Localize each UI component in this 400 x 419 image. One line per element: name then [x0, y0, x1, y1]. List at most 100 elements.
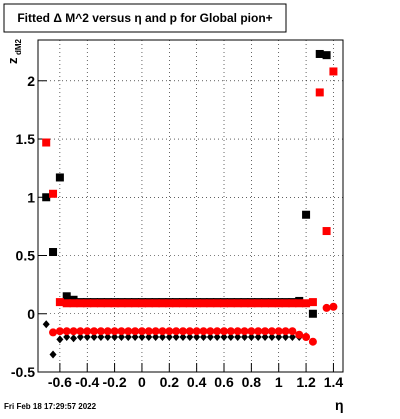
y-tick-label: -0.5	[11, 364, 35, 380]
marker	[254, 333, 262, 342]
marker	[90, 327, 99, 336]
marker	[227, 333, 235, 342]
marker	[103, 327, 112, 336]
marker	[83, 299, 92, 308]
marker	[76, 333, 84, 342]
marker	[138, 333, 146, 342]
y-tick-label: 0	[27, 306, 35, 322]
marker	[55, 327, 64, 336]
y-axis-label: z dM2	[5, 38, 23, 64]
marker	[137, 299, 146, 308]
marker	[213, 327, 222, 336]
marker	[267, 299, 276, 308]
marker	[322, 227, 331, 236]
marker	[90, 299, 99, 308]
marker	[165, 327, 174, 336]
marker	[117, 327, 126, 336]
marker	[111, 333, 119, 342]
marker	[192, 299, 201, 308]
x-tick-label: 0.6	[214, 374, 234, 390]
marker	[124, 333, 132, 342]
marker	[261, 299, 270, 308]
marker	[62, 299, 71, 308]
marker	[151, 299, 160, 308]
marker	[206, 327, 215, 336]
y-tick-label: 2	[27, 73, 35, 89]
marker	[247, 327, 256, 336]
marker	[178, 327, 187, 336]
marker	[288, 327, 297, 336]
marker	[49, 328, 58, 337]
marker	[83, 333, 91, 342]
marker	[110, 299, 119, 308]
marker	[322, 51, 331, 60]
marker	[254, 299, 263, 308]
marker	[302, 210, 311, 219]
x-tick-label: 0.2	[160, 374, 180, 390]
marker	[42, 320, 50, 329]
marker	[76, 327, 85, 336]
x-axis-label: η	[335, 397, 344, 413]
marker	[42, 138, 51, 147]
marker	[178, 299, 187, 308]
marker	[220, 333, 228, 342]
marker	[186, 333, 194, 342]
marker	[103, 299, 112, 308]
marker	[131, 333, 139, 342]
marker	[267, 327, 276, 336]
marker	[117, 333, 125, 342]
marker	[158, 299, 167, 308]
marker	[274, 299, 283, 308]
marker	[97, 333, 105, 342]
marker	[213, 299, 222, 308]
marker	[261, 333, 269, 342]
marker	[220, 327, 229, 336]
marker	[69, 327, 78, 336]
marker	[63, 333, 71, 342]
marker	[131, 299, 140, 308]
marker	[152, 333, 160, 342]
marker	[281, 299, 290, 308]
marker	[261, 327, 270, 336]
marker	[268, 333, 276, 342]
y-tick-label: 1	[27, 189, 35, 205]
marker	[241, 333, 249, 342]
marker	[274, 327, 283, 336]
marker	[145, 333, 153, 342]
x-tick-label: -0.6	[48, 374, 72, 390]
x-tick-label: 1.2	[296, 374, 316, 390]
marker	[240, 327, 249, 336]
plot-frame	[37, 39, 344, 373]
title-box	[3, 3, 287, 33]
marker	[185, 299, 194, 308]
y-label-sub: dM2	[14, 38, 23, 55]
marker	[288, 333, 296, 342]
marker	[226, 299, 235, 308]
marker	[151, 327, 160, 336]
marker	[234, 333, 242, 342]
marker	[49, 248, 58, 257]
marker	[295, 299, 304, 308]
marker	[56, 335, 64, 344]
x-tick-label: -0.4	[75, 374, 99, 390]
marker	[117, 299, 126, 308]
marker	[96, 327, 105, 336]
marker	[308, 298, 317, 307]
x-tick-label: -0.2	[103, 374, 127, 390]
marker	[206, 299, 215, 308]
marker	[206, 333, 214, 342]
marker	[199, 327, 208, 336]
marker	[49, 350, 57, 359]
marker	[144, 327, 153, 336]
marker	[124, 299, 133, 308]
marker	[158, 333, 166, 342]
marker	[90, 333, 98, 342]
x-tick-label: 1.4	[324, 374, 344, 390]
marker	[308, 337, 317, 346]
marker	[185, 327, 194, 336]
x-tick-label: 0.4	[187, 374, 207, 390]
marker	[281, 327, 290, 336]
marker	[199, 299, 208, 308]
